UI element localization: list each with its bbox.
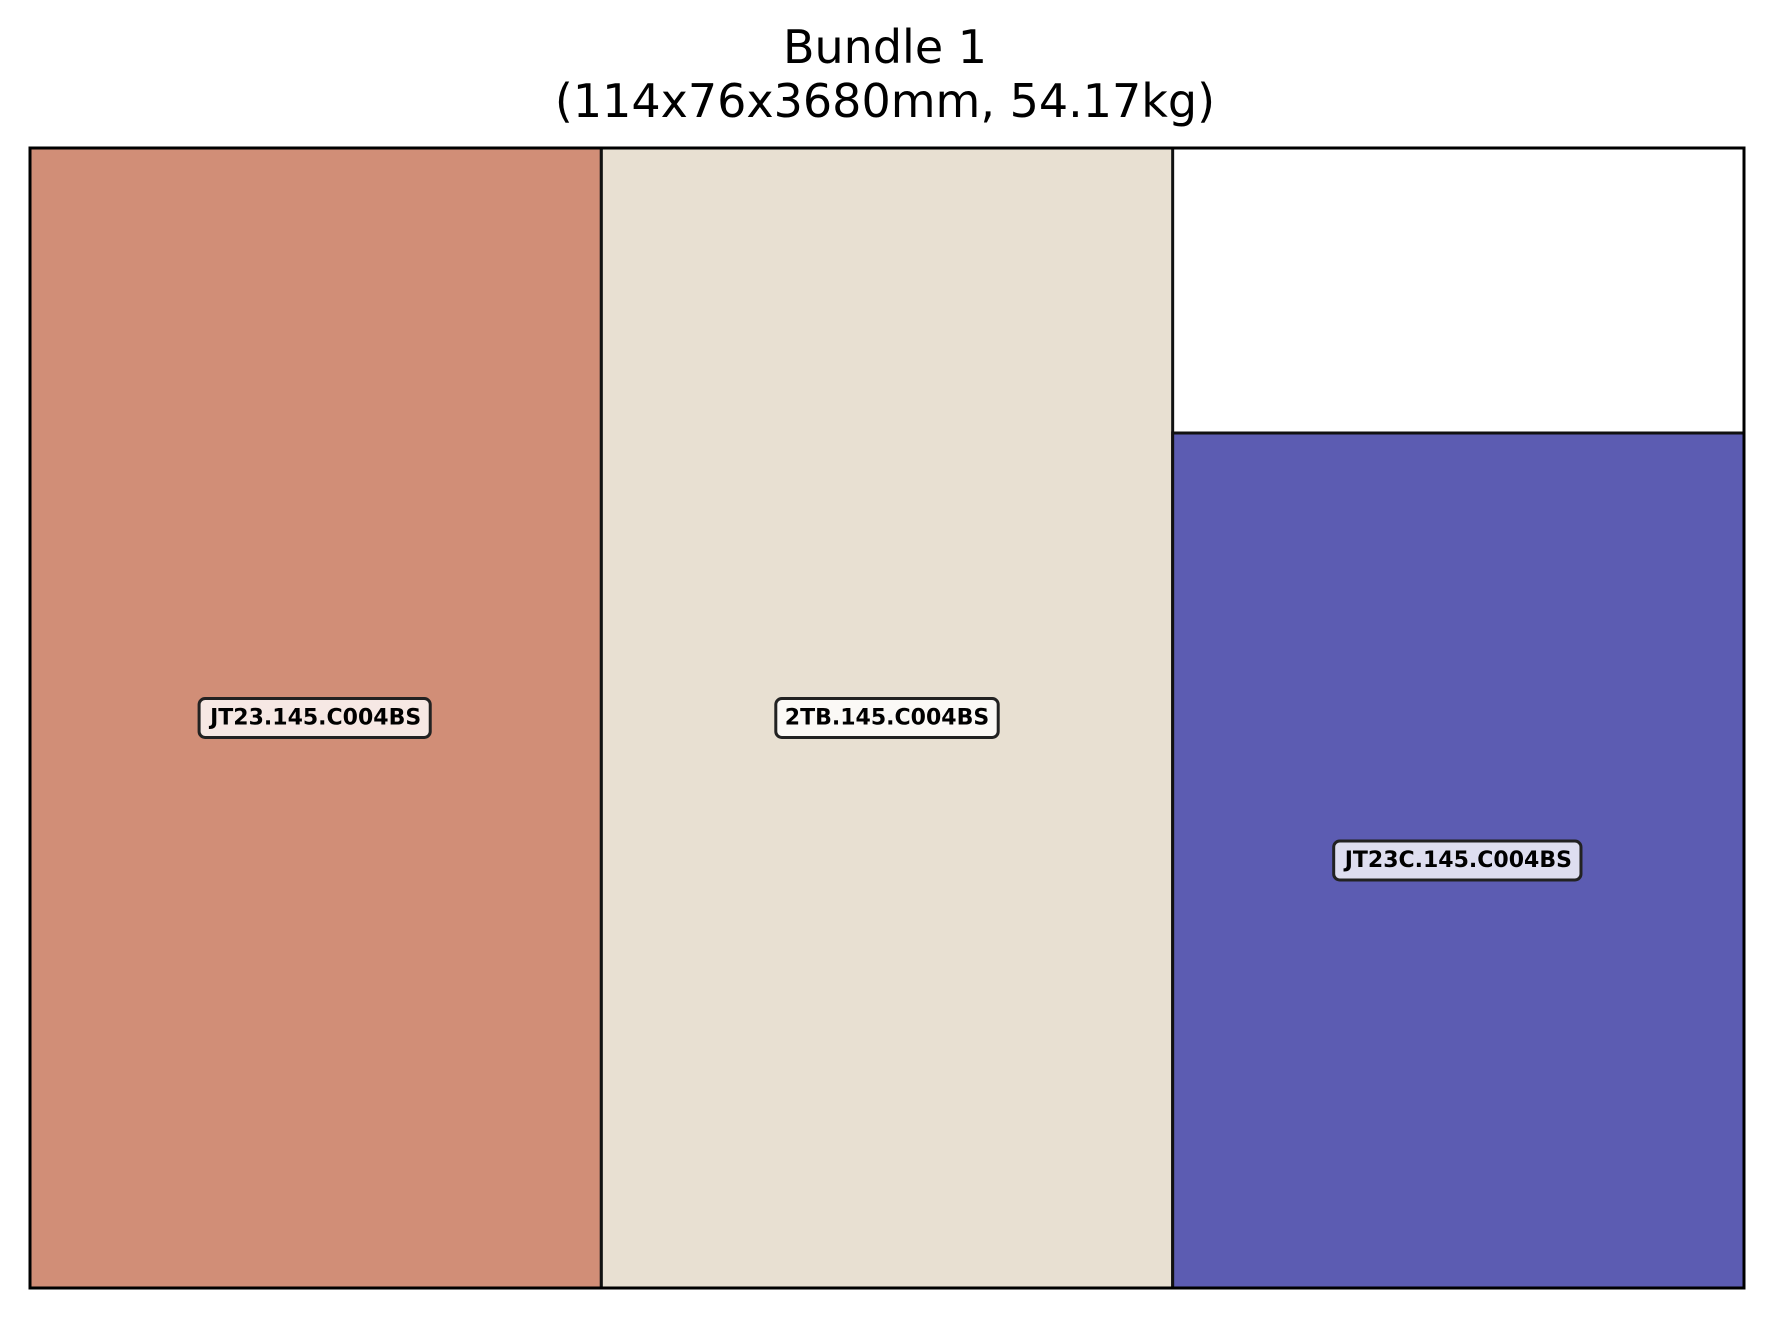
bundle-outline (28, 146, 1746, 1290)
profile-label-box (1332, 839, 1583, 882)
diagram-title: Bundle 1 (782, 20, 988, 74)
profile-label-box (197, 697, 432, 739)
profile-label-box (774, 697, 1000, 739)
profile-label: JT23C.145.C004BS (1343, 848, 1572, 873)
diagram-title-block: Bundle 1 (114x76x3680mm, 54.17kg) (0, 20, 1770, 128)
profile-label: JT23.145.C004BS (208, 706, 421, 731)
profile-1: JT23.145.C004BS (28, 146, 603, 1290)
profile-2: 2TB.145.C004BS (599, 146, 1175, 1290)
diagram-subtitle: (114x76x3680mm, 54.17kg) (554, 74, 1216, 128)
profile-label: 2TB.145.C004BS (785, 706, 989, 731)
profile-3: JT23C.145.C004BS (1171, 431, 1746, 1290)
profile-rect (1171, 431, 1746, 1290)
